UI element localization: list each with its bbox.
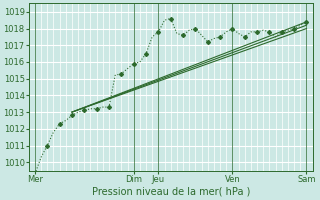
X-axis label: Pression niveau de la mer( hPa ): Pression niveau de la mer( hPa ) <box>92 187 250 197</box>
